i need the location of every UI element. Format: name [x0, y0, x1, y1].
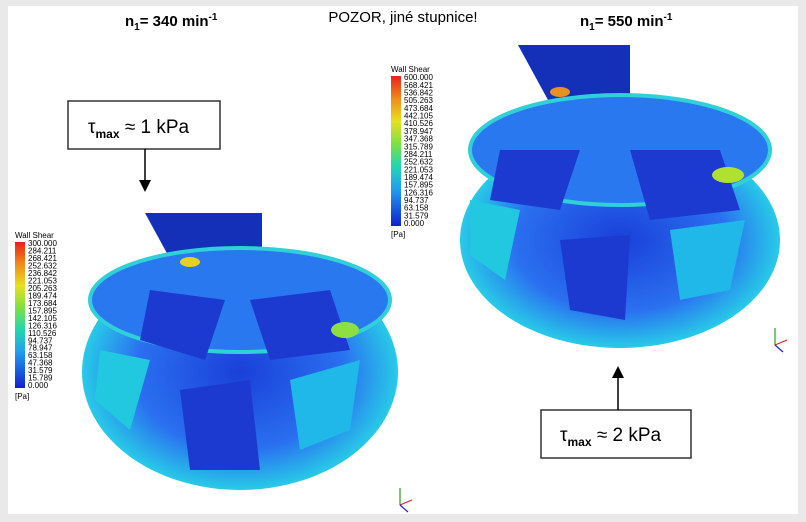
- legend-value: 0.000: [404, 219, 425, 228]
- color-bar: [391, 76, 401, 226]
- slide: n1= 340 min-1 POZOR, jiné stupnice! n1= …: [0, 0, 806, 522]
- speed-right: n1= 550 min-1: [580, 12, 673, 33]
- legend-unit: [Pa]: [15, 392, 29, 401]
- legend-left: Wall Shear300.000284.211268.421252.63223…: [15, 231, 57, 401]
- warning: POZOR, jiné stupnice!: [328, 9, 477, 26]
- legend-right: Wall Shear600.000568.421536.842505.26347…: [391, 65, 433, 239]
- speed-left: n1= 340 min-1: [125, 12, 218, 33]
- page: n1= 340 min-1 POZOR, jiné stupnice! n1= …: [0, 0, 806, 522]
- legend-unit: [Pa]: [391, 230, 405, 239]
- legend-value: 0.000: [28, 381, 49, 390]
- color-bar: [15, 242, 25, 388]
